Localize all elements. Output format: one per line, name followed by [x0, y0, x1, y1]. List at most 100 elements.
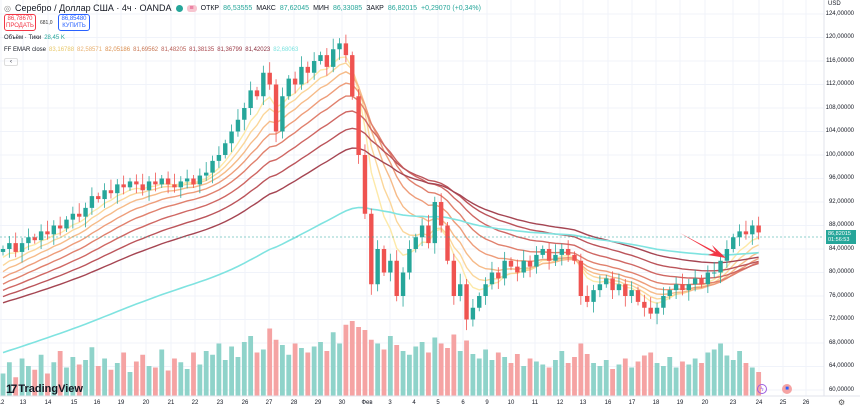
- volume-bar: [241, 342, 247, 396]
- ema-line: [2, 71, 759, 296]
- time-tick: 5: [436, 400, 440, 406]
- volume-bar: [337, 343, 342, 396]
- symbol-title[interactable]: Серебро / Доллар США · 4ч · OANDA: [14, 3, 172, 13]
- us-flag-event-icon[interactable]: ■: [782, 384, 792, 394]
- indicator-toggle-icon[interactable]: ≡: [186, 4, 197, 12]
- tradingview-logo[interactable]: 17 TradingView: [6, 382, 83, 396]
- volume-bar: [489, 360, 495, 396]
- candle-body: [127, 181, 133, 188]
- price-tick: 108,00000: [825, 104, 854, 111]
- volume-bar: [641, 355, 647, 396]
- candle-body: [356, 96, 361, 155]
- change-value: +0,29070 (+0,34%): [421, 4, 481, 12]
- candle-body: [483, 284, 488, 296]
- volume-bar: [400, 351, 406, 396]
- candle-body: [121, 184, 126, 188]
- settings-icon[interactable]: ⚙: [838, 398, 846, 407]
- volume-bar: [153, 367, 158, 396]
- volume-legend[interactable]: Объём · Тики 28,45 K: [4, 35, 68, 41]
- volume-bar: [0, 373, 6, 396]
- time-tick: 17: [628, 400, 636, 406]
- ema-value: 82,05186: [105, 47, 131, 53]
- volume-bar: [680, 361, 685, 396]
- candle-body: [673, 284, 679, 291]
- volume-bar: [254, 352, 260, 396]
- volume-bar: [349, 321, 355, 396]
- candle-body: [635, 290, 641, 302]
- volume-bar: [64, 367, 69, 396]
- candle-body: [273, 84, 279, 132]
- candle-body: [178, 181, 183, 188]
- buy-button[interactable]: 86,85480 КУПИТЬ: [58, 14, 90, 31]
- collapse-legend-button[interactable]: ‹: [4, 58, 18, 66]
- volume-bar: [413, 346, 419, 396]
- volume-bar: [184, 369, 190, 396]
- candle-body: [534, 254, 539, 267]
- price-tick: 72,00000: [828, 316, 854, 322]
- ema-legend[interactable]: FF EMAR close 83,16788 82,58571 82,05186 81,…: [4, 47, 301, 53]
- volume-bar: [76, 364, 82, 396]
- volume-bar: [114, 363, 120, 396]
- candle-body: [343, 43, 349, 56]
- candle-body: [299, 66, 304, 85]
- candle-body: [204, 172, 209, 176]
- price-tick: 80,00000: [828, 269, 854, 275]
- candle-body: [610, 278, 615, 291]
- buy-label: КУПИТЬ: [62, 22, 86, 29]
- currency-selector[interactable]: USD: [828, 1, 841, 7]
- volume-bar: [546, 367, 552, 396]
- candle-body: [521, 260, 526, 273]
- candle-body: [515, 266, 520, 273]
- volume-bar: [394, 345, 400, 396]
- time-tick: 25: [779, 400, 787, 406]
- time-tick: 30: [338, 400, 346, 406]
- volume-bars: [0, 321, 762, 396]
- time-tick: 22: [191, 400, 199, 406]
- volume-bar: [356, 327, 361, 396]
- price-tick: 84,00000: [828, 245, 854, 252]
- ema-line: [2, 82, 759, 291]
- volume-bar: [248, 336, 254, 396]
- ema-line: [2, 147, 759, 304]
- volume-bar: [89, 347, 95, 396]
- volume-bar: [32, 369, 38, 396]
- ema-value: 81,69562: [133, 47, 159, 53]
- volume-bar: [502, 357, 508, 396]
- sell-button[interactable]: 86,78670 ПРОДАТЬ: [4, 14, 36, 31]
- time-tick: 26: [802, 400, 810, 406]
- volume-bar: [521, 366, 527, 396]
- volume-bar: [51, 362, 57, 396]
- volume-bar: [534, 361, 539, 396]
- volume-bar: [197, 364, 203, 396]
- candle-body: [89, 196, 95, 208]
- volume-bar: [743, 363, 749, 396]
- volume-bar: [13, 377, 19, 396]
- candle-body: [654, 307, 660, 314]
- volume-bar: [267, 328, 273, 396]
- candle-body: [737, 231, 742, 238]
- volume-bar: [635, 361, 641, 396]
- candle-body: [692, 278, 698, 285]
- volume-bar: [610, 369, 615, 396]
- volume-bar: [299, 348, 304, 396]
- volume-bar: [699, 363, 704, 396]
- candle-body: [585, 296, 590, 302]
- candle-body: [680, 284, 685, 291]
- volume-bar: [407, 354, 412, 396]
- volume-bar: [330, 332, 336, 396]
- volume-bar: [280, 345, 285, 396]
- volume-bar: [711, 349, 717, 396]
- volume-bar: [559, 351, 565, 396]
- price-tick: 116,00000: [826, 57, 854, 64]
- lightning-event-icon[interactable]: ϟ: [757, 384, 767, 394]
- volume-bar: [305, 352, 311, 396]
- ema-line: [2, 56, 759, 304]
- candle-body: [388, 260, 393, 273]
- candle-body: [591, 290, 596, 302]
- high-value: 87,62045: [279, 4, 310, 12]
- time-tick: 9: [485, 400, 489, 406]
- price-tick: 96,00000: [828, 175, 854, 181]
- candle-body: [280, 96, 285, 132]
- price-tick: 104,00000: [825, 128, 854, 134]
